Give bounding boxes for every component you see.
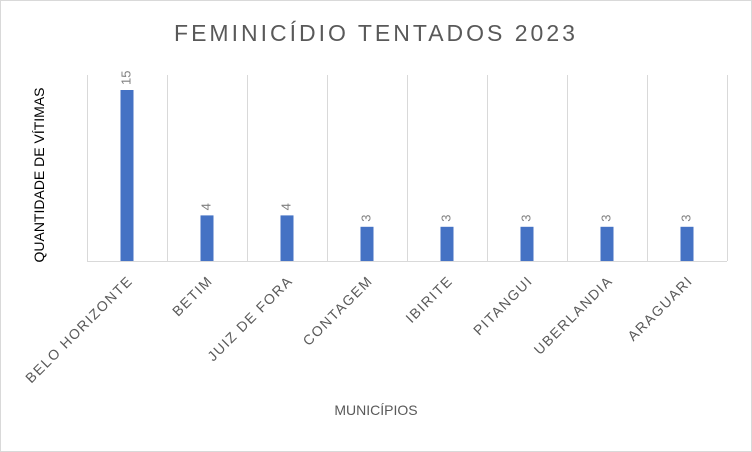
data-label: 4 <box>278 203 293 210</box>
x-tick-label: BETIM <box>169 272 216 319</box>
bar <box>360 226 374 261</box>
x-tick-label: ARAGUARI <box>624 272 696 344</box>
data-label: 4 <box>198 203 213 210</box>
bar <box>280 215 294 261</box>
bar <box>680 226 694 261</box>
x-tick-label: JUIZ DE FORA <box>204 272 296 364</box>
chart-title: FEMINICÍDIO TENTADOS 2023 <box>174 20 578 46</box>
bar <box>120 90 134 261</box>
x-tick-label: IBIRITE <box>402 272 455 325</box>
data-label: 3 <box>358 215 373 222</box>
data-label: 3 <box>598 215 613 222</box>
bar <box>200 215 214 261</box>
x-tick-label: UBERLANDIA <box>531 272 616 357</box>
data-label: 3 <box>438 215 453 222</box>
bar <box>440 226 454 261</box>
x-tick-label: PITANGUI <box>470 272 536 338</box>
bar <box>520 226 534 261</box>
data-label: 3 <box>518 215 533 222</box>
x-tick-label: BELO HORIZONTE <box>22 272 136 386</box>
data-label: 3 <box>678 215 693 222</box>
bar <box>600 226 614 261</box>
x-tick-label: CONTAGEM <box>299 272 375 348</box>
data-label: 15 <box>118 71 133 85</box>
x-axis-title: MUNICÍPIOS <box>334 402 418 418</box>
